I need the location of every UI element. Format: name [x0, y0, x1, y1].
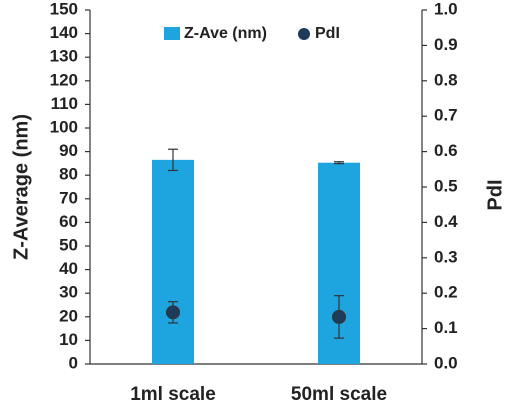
legend-marker-pdi — [298, 28, 310, 40]
right-tick-label: 0.8 — [434, 70, 458, 89]
right-tick-label: 0.7 — [434, 106, 458, 125]
pdi-point — [166, 305, 180, 320]
left-tick-label: 80 — [59, 165, 78, 184]
left-tick-label: 90 — [59, 141, 78, 160]
left-tick-label: 70 — [59, 188, 78, 207]
pdi-point — [332, 309, 346, 324]
right-tick-label: 0.5 — [434, 176, 458, 195]
left-tick-label: 140 — [50, 23, 78, 42]
left-tick-label: 120 — [50, 70, 78, 89]
left-tick-label: 50 — [59, 235, 78, 254]
right-tick-label: 0.0 — [434, 353, 458, 372]
right-tick-label: 0.4 — [434, 212, 458, 231]
bar — [152, 159, 194, 364]
legend-swatch-z-ave — [164, 27, 180, 40]
left-axis-title: Z-Average (nm) — [10, 114, 32, 260]
category-label: 50ml scale — [291, 384, 387, 405]
left-tick-label: 150 — [50, 0, 78, 18]
right-tick-label: 1.0 — [434, 0, 458, 18]
right-tick-label: 0.6 — [434, 141, 458, 160]
left-tick-label: 60 — [59, 212, 78, 231]
legend-label-pdi: PdI — [315, 25, 340, 42]
right-tick-label: 0.3 — [434, 247, 458, 266]
left-tick-label: 30 — [59, 283, 78, 302]
right-tick-label: 0.9 — [434, 35, 458, 54]
right-tick-label: 0.2 — [434, 283, 458, 302]
left-tick-label: 130 — [50, 47, 78, 66]
left-tick-label: 100 — [50, 117, 78, 136]
left-tick-label: 0 — [69, 353, 78, 372]
left-tick-label: 10 — [59, 330, 78, 349]
left-tick-label: 110 — [51, 94, 78, 113]
legend-label-z-ave: Z-Ave (nm) — [184, 25, 267, 42]
right-axis-title: PdI — [484, 179, 506, 210]
right-tick-label: 0.1 — [434, 318, 458, 337]
left-tick-label: 20 — [59, 306, 78, 325]
category-label: 1ml scale — [130, 384, 216, 405]
left-tick-label: 40 — [59, 259, 78, 278]
